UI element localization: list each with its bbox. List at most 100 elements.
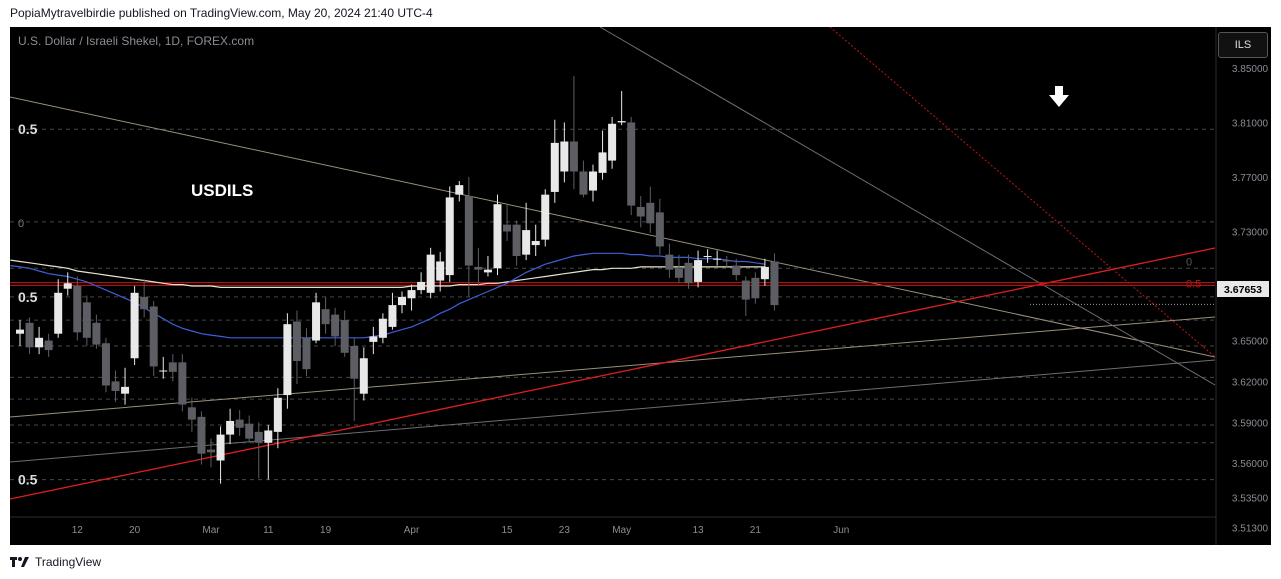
candle [732, 258, 741, 281]
candle [359, 347, 368, 401]
candle-body [187, 407, 196, 420]
candle-body [560, 141, 569, 172]
candle-body [474, 266, 483, 270]
candle [569, 76, 578, 190]
candle-body [569, 141, 578, 172]
candle-body [283, 324, 292, 396]
candle-body [331, 314, 340, 337]
candle [474, 247, 483, 286]
candle [321, 296, 330, 334]
candle-body [522, 230, 531, 255]
candle-body [216, 434, 225, 461]
fib-label: 0.5 [18, 121, 38, 137]
tradingview-logo-icon [10, 557, 29, 567]
price-chart[interactable]: 0.5 0 0.5 0.5 0.5 0 3.85000 3.81000 3.77000 3.73… [10, 27, 1271, 545]
candle-body [168, 362, 177, 372]
candle [54, 279, 63, 338]
fib-level-labels: 0.5 0 0.5 0.5 0.5 0 [18, 121, 1201, 487]
candle [264, 425, 273, 480]
candle [550, 119, 559, 203]
candle-body [44, 340, 53, 351]
candle [178, 354, 187, 412]
candle [273, 388, 282, 449]
candle [617, 91, 626, 126]
candle [101, 337, 110, 393]
sma-line-blue [10, 252, 765, 339]
candle [674, 254, 683, 284]
candle-body [636, 206, 645, 217]
time-tick-label: 12 [72, 525, 84, 536]
candle-body [655, 212, 664, 247]
candle-body [312, 302, 321, 341]
candle [168, 354, 177, 382]
candle-body [197, 416, 206, 454]
fib-label-right: 0.5 [1186, 278, 1201, 290]
candle-body [264, 430, 273, 443]
candle-body [493, 204, 502, 269]
candle [111, 370, 120, 402]
candle-body [101, 343, 110, 386]
fib-label: 0.5 [18, 289, 38, 305]
candle-body [149, 306, 158, 367]
candle [369, 326, 378, 355]
time-tick-label: Jun [833, 525, 849, 536]
currency-button[interactable]: ILS [1218, 32, 1268, 58]
candle-body [350, 345, 359, 379]
candle-body [694, 260, 703, 282]
candle-body [111, 381, 120, 391]
candle-body [407, 290, 416, 299]
time-tick-label: 23 [559, 525, 571, 536]
candle-body [531, 241, 540, 246]
time-tick-label: 11 [263, 525, 274, 536]
candle-body [235, 419, 244, 428]
candle [283, 313, 292, 409]
footer-brand: TradingView [35, 555, 102, 569]
candle [694, 250, 703, 288]
candle [331, 307, 340, 346]
price-tick-label: 3.51300 [1232, 523, 1269, 534]
candle [760, 258, 769, 286]
last-price-label: 3.67653 [1217, 281, 1269, 297]
candle [292, 310, 301, 385]
candlesticks [16, 76, 779, 484]
candle-body [512, 224, 521, 257]
moving-averages [10, 252, 765, 339]
candle [579, 160, 588, 198]
candle-body [770, 261, 779, 306]
candle [703, 249, 712, 263]
candle-body [82, 302, 91, 338]
candle [713, 250, 722, 266]
candle [63, 272, 72, 296]
candle [722, 256, 731, 267]
candle [82, 295, 91, 346]
candle [436, 251, 445, 292]
candle [216, 426, 225, 484]
candle-body [684, 262, 693, 284]
chart-panel[interactable]: 0.5 0 0.5 0.5 0.5 0 3.85000 3.81000 3.77000 3.73… [10, 27, 1271, 545]
price-tick-label: 3.85000 [1232, 64, 1269, 75]
candle-body [140, 296, 149, 310]
time-tick-label: 13 [692, 525, 704, 536]
candle [388, 292, 397, 330]
time-tick-label: Apr [404, 525, 420, 536]
candle-body [92, 322, 101, 345]
candle-body [25, 322, 34, 348]
candle [636, 196, 645, 228]
candle-body [722, 260, 731, 262]
candle [493, 194, 502, 276]
candle [340, 310, 349, 357]
candle-body [16, 329, 24, 334]
candle [560, 122, 569, 183]
candle [665, 243, 674, 278]
time-tick-label: 15 [501, 525, 513, 536]
candle [455, 181, 464, 202]
candle [541, 189, 550, 247]
fib-label: 0.5 [18, 472, 38, 488]
candle-body [426, 254, 435, 293]
candle-body [273, 397, 282, 432]
candle [121, 367, 130, 405]
candle-body [455, 185, 464, 195]
price-tick-label: 3.73000 [1232, 227, 1269, 238]
candle [16, 320, 24, 346]
candle [378, 313, 387, 344]
